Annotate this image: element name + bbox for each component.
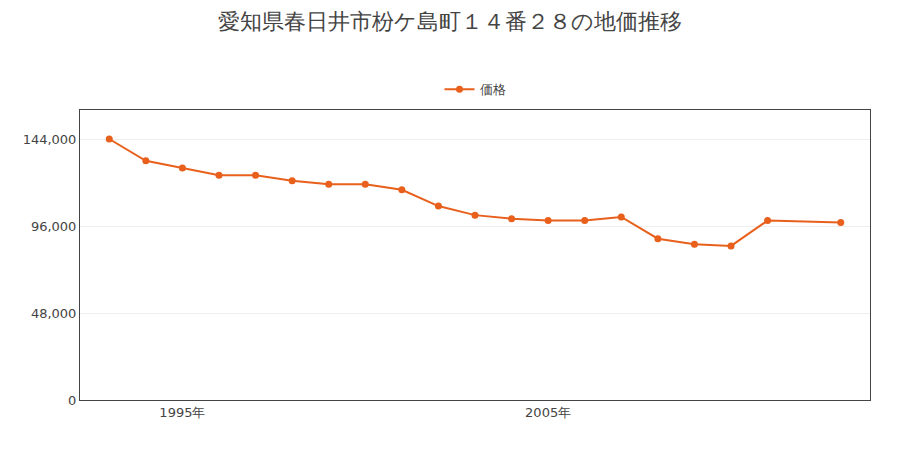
svg-text:2005年: 2005年 xyxy=(525,405,571,420)
svg-text:0: 0 xyxy=(68,393,76,408)
svg-text:144,000: 144,000 xyxy=(23,132,77,147)
svg-text:96,000: 96,000 xyxy=(31,219,77,234)
svg-text:愛知県春日井市枌ケ島町１４番２８の地価推移: 愛知県春日井市枌ケ島町１４番２８の地価推移 xyxy=(218,9,682,34)
svg-text:1995年: 1995年 xyxy=(159,405,205,420)
svg-text:価格: 価格 xyxy=(480,82,506,97)
svg-text:48,000: 48,000 xyxy=(31,306,77,321)
